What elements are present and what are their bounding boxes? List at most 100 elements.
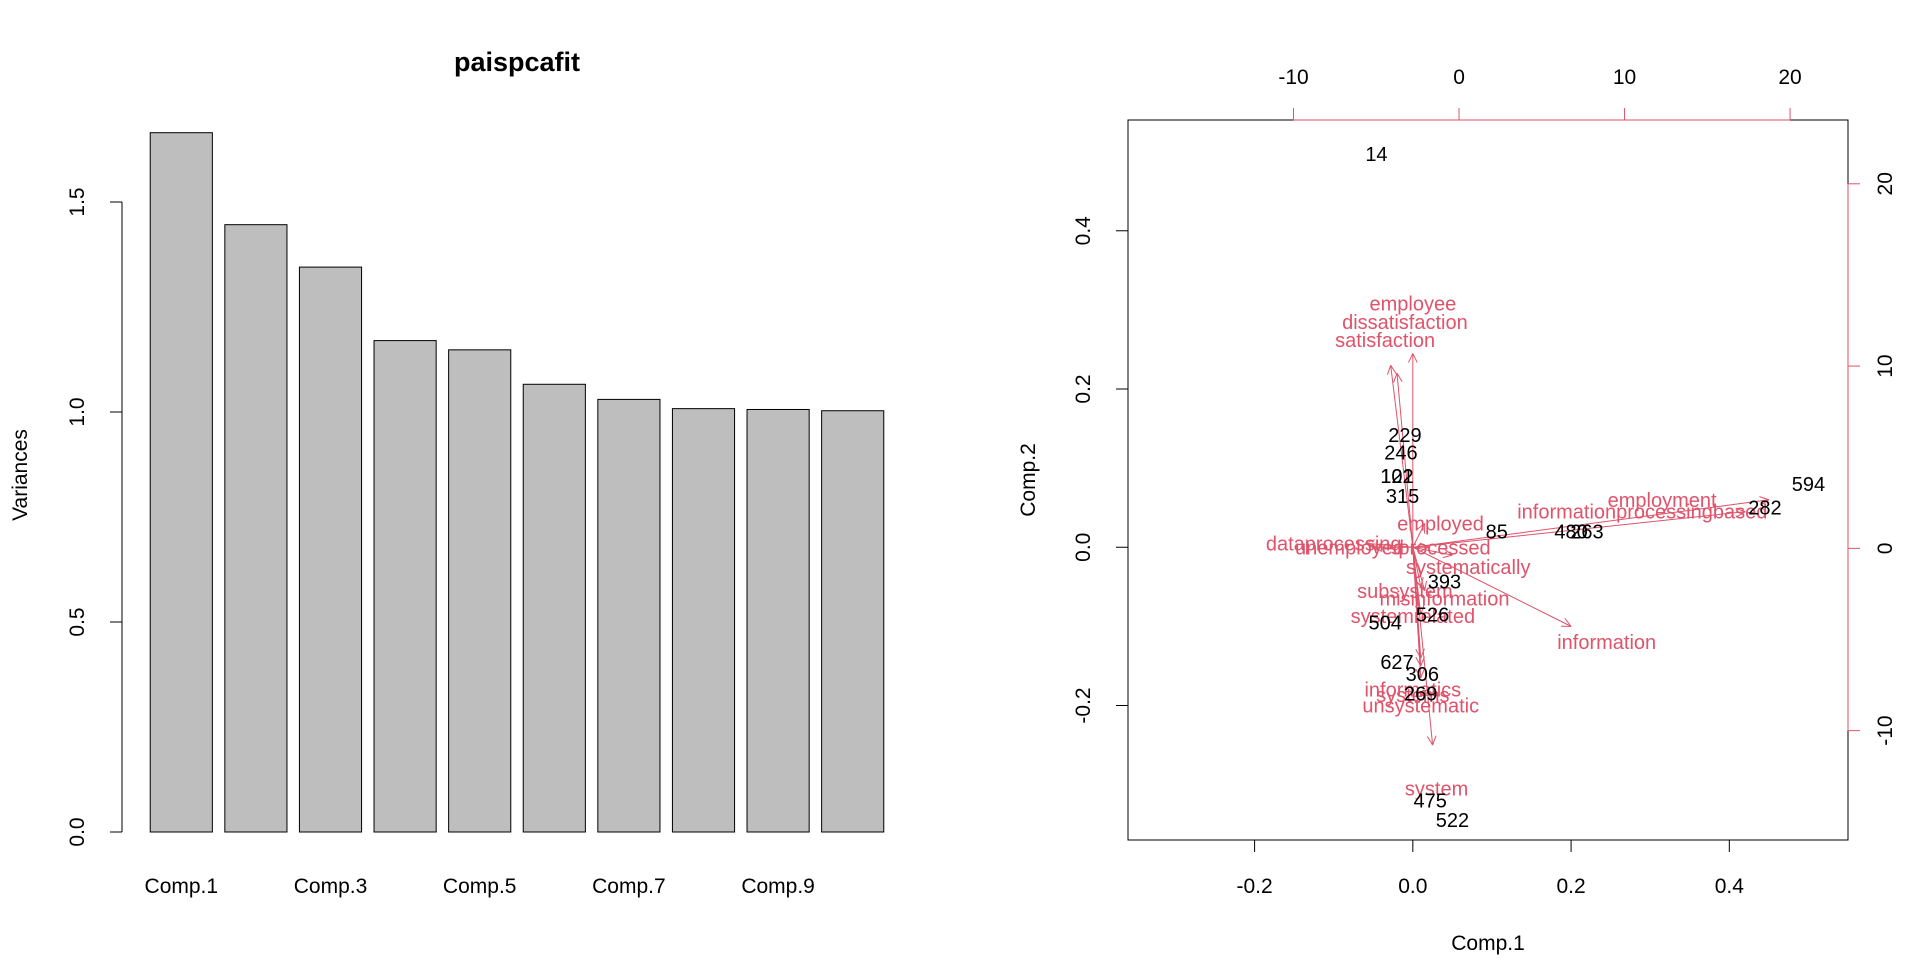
y-tick-label: 0.4 [1072,216,1095,246]
chart-title: paispcafit [454,47,580,77]
observation-label: 627 [1380,652,1413,674]
loading-arrowhead [1432,735,1437,746]
loading-arrowhead [1420,668,1426,678]
loading-arrowhead [1373,542,1383,548]
loading-arrowhead [1736,511,1746,518]
bar [821,410,885,833]
bar [671,408,736,833]
loading-arrowhead [1390,365,1397,374]
right-tick-label: 20 [1874,172,1897,195]
loading-label: systems [1376,685,1449,707]
loading-arrowhead [1373,546,1383,553]
y-tick-label: -0.2 [1072,687,1095,723]
loading-arrowhead [1396,372,1403,383]
x-tick-label: -0.2 [1236,875,1272,898]
loading-arrow [1412,547,1434,746]
observation-label: 504 [1368,612,1401,634]
loading-arrow [1412,499,1769,548]
observation-label: 101 [1380,466,1413,488]
loading-arrow [1390,365,1414,548]
loading-label: subsystem [1357,581,1453,603]
x-axis-tick-labels: Comp.1 Comp.3 Comp.5 Comp.7 Comp.9 [145,875,815,898]
observation-label: 306 [1406,664,1439,686]
loading-arrowhead [1419,546,1429,553]
observation-label: 526 [1416,605,1449,627]
observation-label: 475 [1414,790,1447,812]
observation-label: 229 [1388,425,1421,447]
top-tick-label: -10 [1278,66,1308,89]
top-tick-label: 20 [1778,66,1801,89]
loading-arrowhead [1416,523,1426,531]
y-tick-label: 0.0 [66,817,89,846]
bar [522,383,586,833]
loading-arrowhead [1424,580,1428,591]
loading-arrow [1412,511,1746,548]
x-tick-label: Comp.5 [443,875,517,898]
right-tick-label: -10 [1874,715,1897,745]
bar [373,340,437,833]
loading-label: informationprocessingbased [1517,502,1767,524]
loading-arrowhead [1386,365,1392,375]
loading-arrowhead [1444,548,1453,556]
observation-label: 122 [1380,466,1413,488]
y-tick-label: 0.2 [1072,374,1095,403]
loading-arrowhead [1417,582,1426,592]
observation-label: 263 [1570,521,1603,543]
loading-arrowhead [1759,496,1770,501]
y-axis: 0.0 0.5 1.0 1.5 [66,187,123,847]
loading-arrowhead [1564,618,1572,627]
observation-label: 282 [1748,498,1781,520]
loading-arrowhead [1735,507,1746,513]
x-tick-label: Comp.1 [145,875,219,898]
loading-label: dataprocessing [1266,533,1402,555]
loading-arrowhead [1442,554,1453,559]
bar [746,408,810,833]
loading-arrow [1412,546,1453,556]
loading-label: employment [1608,490,1717,512]
observation-label: 246 [1384,442,1417,464]
x-tick-label: 0.2 [1556,875,1585,898]
biplot-axes: -0.2 0.0 0.2 0.4 -0.2 0.0 0.2 0.4 -10 0 10 20 -10 0 10… [1072,66,1897,898]
loading-label: informatics [1364,680,1461,702]
observation-label: 393 [1428,571,1461,593]
loading-arrow [1412,547,1426,591]
x-tick-label: Comp.7 [592,875,666,898]
observation-label: 269 [1404,684,1437,706]
top-tick-label: 10 [1613,66,1636,89]
variances-bar-chart: paispcafit Variances 0.0 0.5 1.0 1.5 Comp.1… [9,47,885,898]
loading-label: dissatisfaction [1342,312,1468,334]
loading-arrow [1396,373,1414,548]
loading-arrowhead [1393,373,1398,383]
loading-arrowhead [1426,736,1434,746]
bar [298,266,363,833]
y-tick-label: 1.5 [66,187,89,216]
observation-label: 315 [1386,486,1419,508]
loading-label: unemployed [1295,537,1404,559]
loading-label: information [1557,632,1656,654]
observation-label: 522 [1436,810,1469,832]
loading-arrowhead [1365,542,1375,549]
x-tick-label: Comp.3 [294,875,368,898]
pca-biplot: Comp.1 Comp.2 -0.2 0.0 0.2 0.4 -0.2 0.0 0.2 0.4… [1017,66,1897,955]
y-tick-label: 0.0 [1072,533,1095,562]
x-tick-label: Comp.9 [741,875,815,898]
top-tick-label: 0 [1453,66,1465,89]
loading-arrowhead [1415,668,1422,679]
loading-arrow [1412,547,1422,678]
loading-label: employed [1397,514,1484,536]
observation-label: 594 [1792,474,1825,496]
loading-arrow [1412,546,1572,627]
bar [448,349,512,833]
y-axis-label: Variances [9,429,32,521]
x-tick-label: 0.4 [1715,875,1745,898]
bar [149,132,213,833]
bar-series [149,132,885,833]
x-axis-label: Comp.1 [1451,932,1525,955]
loading-label: satisfaction [1335,330,1435,352]
loading-label: system [1405,779,1468,801]
x-tick-label: 0.0 [1398,875,1427,898]
plot-frame [1127,119,1849,841]
